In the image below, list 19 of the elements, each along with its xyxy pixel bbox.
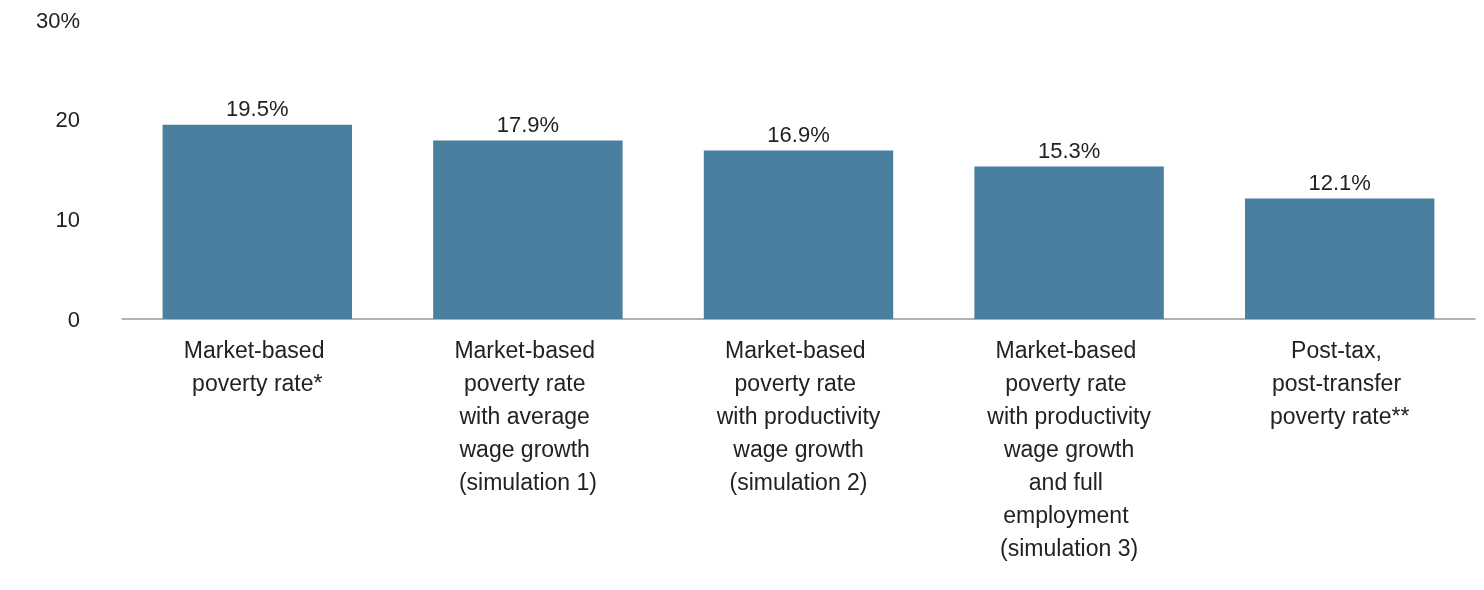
y-tick-label: 20 [55,107,80,133]
y-tick-label: 0 [67,306,80,332]
y-tick-label: 30% [35,7,80,33]
x-tick-label: Post-tax, post-transfer poverty rate** [1270,336,1410,429]
data-label: 19.5% [226,96,289,122]
x-tick-label: Market-based poverty rate with productivity wage growth (simulation 2) [715,336,881,495]
bar [974,166,1164,319]
data-label: 15.3% [1037,138,1101,164]
data-label: 16.9% [767,122,830,148]
data-label: 12.1% [1308,169,1371,195]
y-tick-label: 10 [55,206,80,232]
bar [433,140,623,319]
bar [162,124,353,319]
x-tick-label: Market-based poverty rate* [183,336,331,396]
data-label: 17.9% [496,112,560,138]
x-tick-label: Market-based poverty rate with productivity wage growth and full employment (simulation 3) [986,336,1152,561]
bar [1244,198,1435,319]
bar [703,150,894,319]
x-tick-label: Market-based poverty rate with average wage growth (simulation 1) [454,336,602,495]
